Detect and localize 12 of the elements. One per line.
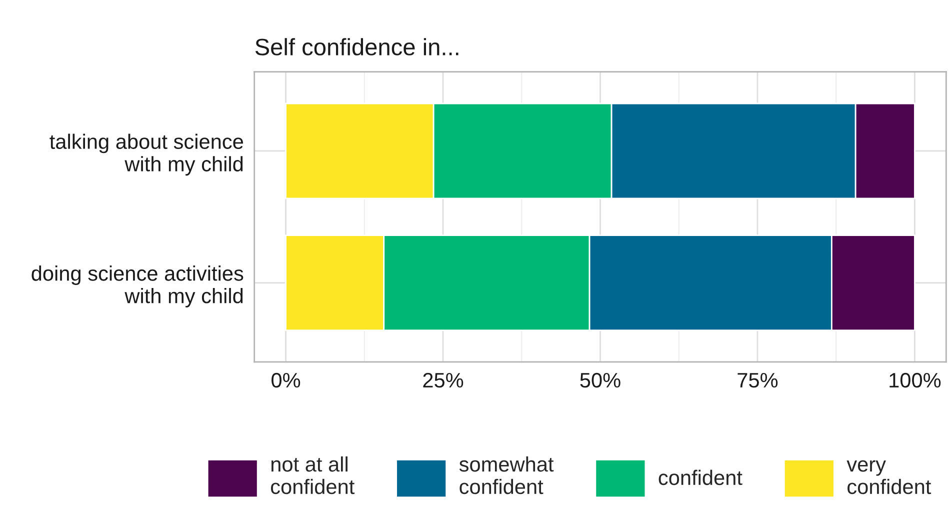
legend-label: somewhat confident [459,456,554,494]
legend-label: not at all confident [270,456,355,494]
legend-label: confident [658,470,742,486]
x-tick-label: 50% [580,372,620,388]
x-tick-label: 25% [423,372,464,388]
legend-label: very confident [846,460,932,494]
y-tick-label: doing science activities with my child [32,266,244,308]
chart-title: Self confidence in... [255,38,458,56]
x-tick-label: 75% [738,372,778,388]
x-tick-label: 100% [890,372,941,388]
x-tick-label: 0% [272,372,300,388]
y-tick-label: talking about science with my child [50,134,243,176]
